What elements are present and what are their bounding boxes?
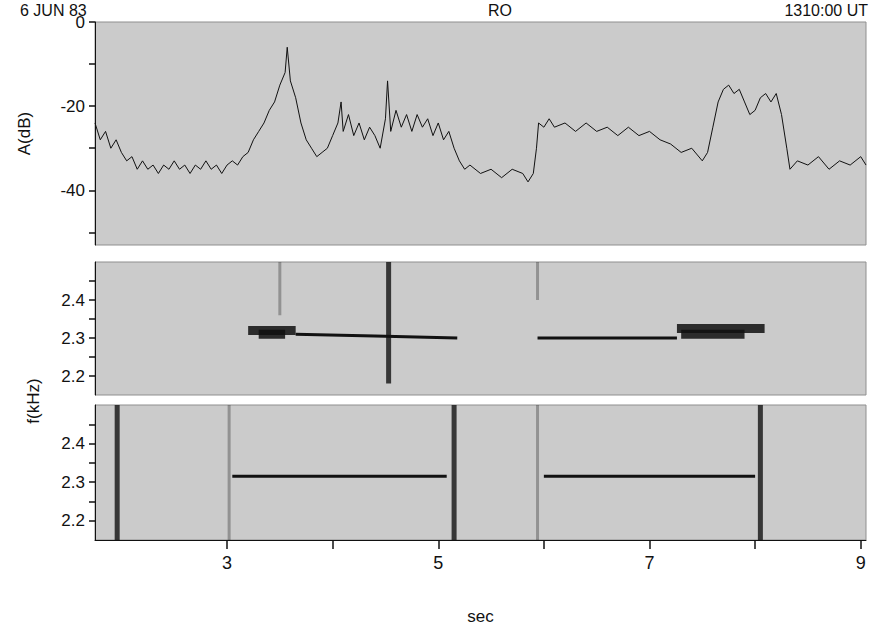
svg-text:3: 3 — [222, 553, 232, 573]
svg-text:2.4: 2.4 — [61, 291, 85, 310]
svg-text:2.3: 2.3 — [61, 329, 85, 348]
svg-text:9: 9 — [856, 553, 866, 573]
svg-text:-20: -20 — [60, 97, 85, 116]
svg-text:7: 7 — [644, 553, 654, 573]
svg-text:2.2: 2.2 — [61, 367, 85, 386]
svg-text:RO: RO — [488, 2, 512, 19]
svg-text:A(dB): A(dB) — [15, 112, 34, 155]
svg-text:0: 0 — [76, 13, 85, 32]
svg-text:sec: sec — [467, 607, 494, 626]
svg-text:2.3: 2.3 — [61, 473, 85, 492]
svg-text:5: 5 — [433, 553, 443, 573]
svg-text:-40: -40 — [60, 181, 85, 200]
svg-text:2.4: 2.4 — [61, 434, 85, 453]
svg-text:2.2: 2.2 — [61, 511, 85, 530]
svg-text:1310:00 UT: 1310:00 UT — [784, 2, 868, 19]
svg-text:f(kHz): f(kHz) — [24, 378, 43, 423]
svg-text:6 JUN 83: 6 JUN 83 — [20, 1, 87, 19]
